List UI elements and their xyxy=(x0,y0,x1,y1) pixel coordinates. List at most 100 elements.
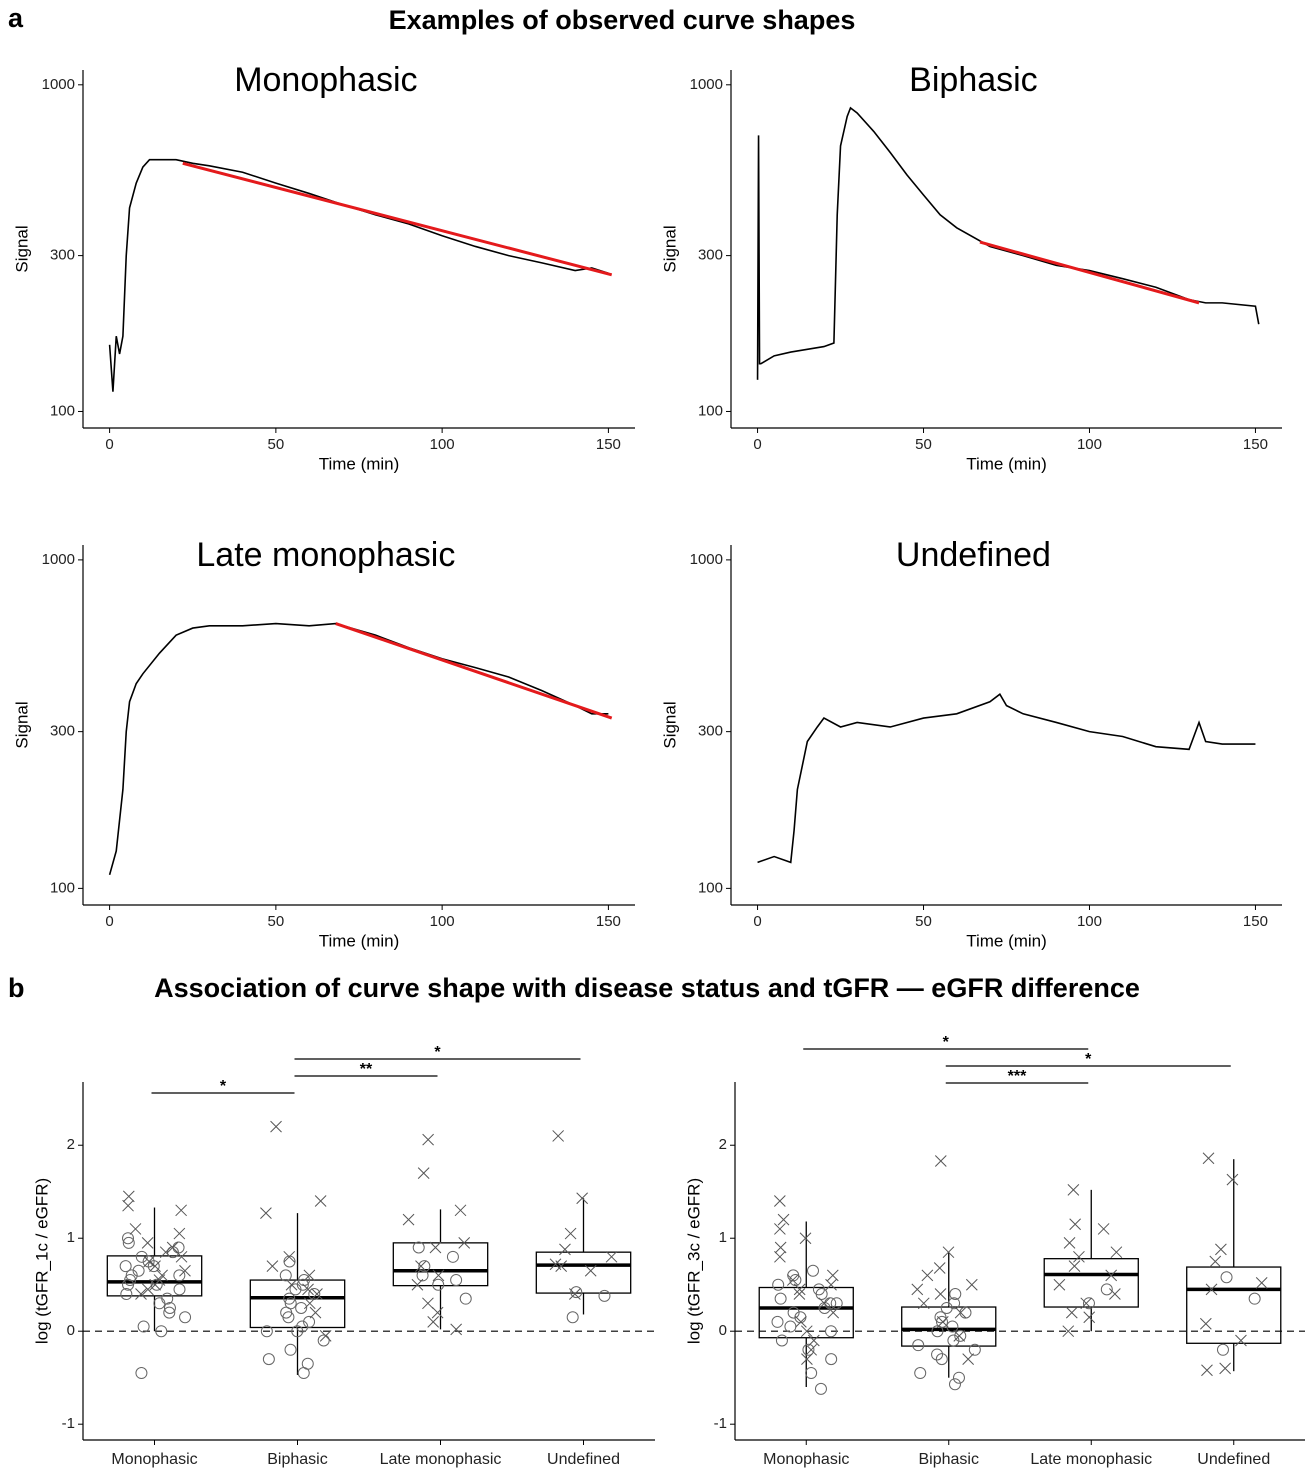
point-circle xyxy=(935,1315,948,1328)
x-tick-label: 150 xyxy=(1243,436,1268,453)
point-cross xyxy=(933,1262,946,1274)
y-tick-label: 1000 xyxy=(690,551,723,568)
y-axis-label: Signal xyxy=(660,225,679,272)
x-tick-label: 50 xyxy=(915,436,932,453)
point-cross xyxy=(159,1246,172,1259)
point-cross xyxy=(774,1223,786,1235)
point-cross xyxy=(805,1343,818,1356)
point-circle xyxy=(1100,1283,1113,1296)
chart-title: Late monophasic xyxy=(196,536,455,574)
point-cross xyxy=(283,1250,296,1263)
point-cross xyxy=(549,1258,562,1271)
point-cross xyxy=(800,1325,813,1338)
point-circle xyxy=(1216,1343,1229,1356)
x-tick-label: 50 xyxy=(268,436,285,453)
x-axis-label: Time (min) xyxy=(319,454,400,473)
point-cross xyxy=(285,1278,298,1291)
point-cross xyxy=(1053,1278,1066,1291)
point-circle xyxy=(825,1353,838,1366)
point-circle xyxy=(412,1241,425,1254)
point-cross xyxy=(303,1297,316,1310)
point-circle xyxy=(303,1315,316,1328)
point-circle xyxy=(155,1325,168,1338)
y-axis-label: Signal xyxy=(660,701,679,748)
box xyxy=(758,1286,854,1339)
point-cross xyxy=(793,1283,806,1296)
point-cross xyxy=(1201,1364,1213,1377)
point-circle xyxy=(912,1339,925,1352)
y-tick-label: 1 xyxy=(67,1229,75,1246)
point-cross xyxy=(431,1306,444,1319)
point-cross xyxy=(415,1260,427,1272)
point-circle xyxy=(295,1301,308,1314)
point-circle xyxy=(291,1325,304,1338)
point-cross xyxy=(429,1241,442,1254)
point-circle xyxy=(814,1382,827,1395)
point-cross xyxy=(1202,1152,1215,1165)
point-circle xyxy=(598,1289,611,1302)
point-circle xyxy=(774,1292,787,1305)
y-tick-label: 1000 xyxy=(42,76,75,93)
point-circle xyxy=(934,1311,947,1324)
point-cross xyxy=(1062,1325,1075,1338)
box xyxy=(249,1279,346,1329)
x-tick-label: 150 xyxy=(596,436,621,453)
point-circle xyxy=(416,1269,429,1282)
point-circle xyxy=(825,1325,838,1338)
signal-line xyxy=(182,161,613,277)
point-circle xyxy=(806,1264,819,1277)
point-cross xyxy=(1235,1334,1247,1347)
point-cross xyxy=(422,1133,434,1146)
point-cross xyxy=(826,1269,839,1282)
point-circle xyxy=(135,1367,148,1380)
x-axis-label: Time (min) xyxy=(966,454,1047,473)
point-cross xyxy=(921,1269,934,1282)
box xyxy=(1043,1258,1139,1308)
point-cross xyxy=(302,1283,314,1296)
point-circle xyxy=(947,1334,960,1347)
chart-title: Monophasic xyxy=(234,61,417,99)
point-circle xyxy=(570,1286,583,1299)
point-cross xyxy=(1205,1283,1218,1296)
point-cross xyxy=(1199,1317,1212,1330)
point-circle xyxy=(954,1329,967,1342)
point-circle xyxy=(132,1264,145,1277)
point-circle xyxy=(771,1315,784,1328)
point-cross xyxy=(319,1329,332,1342)
point-circle xyxy=(787,1306,800,1319)
point-circle xyxy=(120,1288,133,1301)
point-cross xyxy=(454,1204,467,1217)
point-circle xyxy=(122,1278,135,1291)
point-cross xyxy=(422,1297,434,1310)
point-cross xyxy=(122,1199,134,1212)
x-tick-label: 0 xyxy=(753,913,761,930)
point-cross xyxy=(1209,1255,1222,1268)
point-circle xyxy=(968,1343,981,1356)
point-circle xyxy=(1220,1271,1233,1284)
chart-title: Undefined xyxy=(896,536,1051,574)
point-cross xyxy=(576,1192,589,1205)
significance-label: * xyxy=(943,1034,950,1051)
point-circle xyxy=(1082,1297,1095,1310)
point-cross xyxy=(942,1246,955,1259)
point-cross xyxy=(1097,1223,1110,1235)
x-tick-label: Biphasic xyxy=(919,1451,979,1468)
y-tick-label: 2 xyxy=(719,1136,727,1153)
y-tick-label: 100 xyxy=(698,879,723,896)
panel-title: Examples of observed curve shapes xyxy=(389,5,856,35)
box xyxy=(901,1306,997,1347)
point-circle xyxy=(459,1292,472,1305)
point-circle xyxy=(284,1343,297,1356)
y-tick-label: 300 xyxy=(50,247,75,264)
point-cross xyxy=(143,1255,155,1268)
point-circle xyxy=(1248,1292,1261,1305)
point-circle xyxy=(137,1320,150,1333)
x-tick-label: Biphasic xyxy=(267,1451,327,1468)
point-cross xyxy=(303,1269,316,1282)
x-tick-label: Late monophasic xyxy=(380,1451,502,1468)
point-cross xyxy=(175,1204,187,1217)
point-cross xyxy=(1063,1237,1076,1249)
point-cross xyxy=(314,1195,327,1207)
point-cross xyxy=(934,1155,947,1167)
